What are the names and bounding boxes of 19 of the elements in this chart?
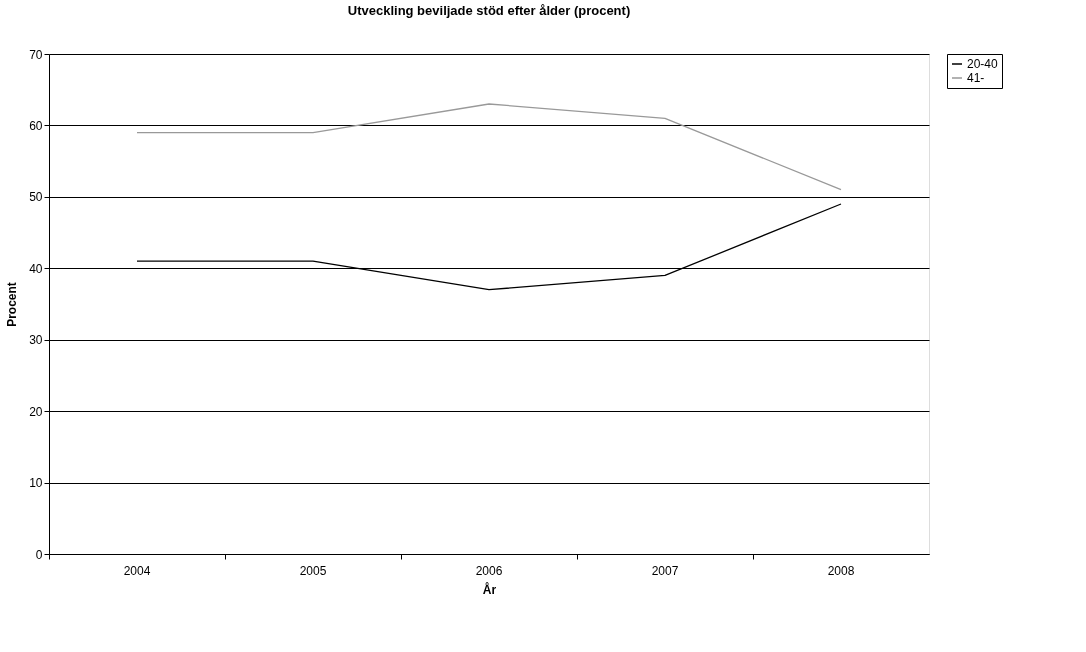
x-tick-label: 2008 xyxy=(827,563,855,578)
legend-label: 41- xyxy=(967,71,985,85)
line-series xyxy=(136,103,842,191)
y-tick-label: 70 xyxy=(29,47,43,62)
chart-title: Utveckling beviljade stöd efter ålder (procent) xyxy=(347,3,631,18)
x-tick-label: 2005 xyxy=(299,563,327,578)
y-tick-label: 30 xyxy=(29,333,43,348)
x-tick-label: 2006 xyxy=(475,563,503,578)
x-tick-label: 2007 xyxy=(651,563,679,578)
y-tick-label: 0 xyxy=(35,547,43,562)
y-tick-label: 10 xyxy=(29,476,43,491)
legend-label: 20-40 xyxy=(967,57,999,71)
y-tick-label: 50 xyxy=(29,190,43,205)
y-tick-label: 20 xyxy=(29,404,43,419)
y-axis-title: Procent xyxy=(5,282,20,327)
y-tick-label: 60 xyxy=(29,118,43,133)
y-tick-label: 40 xyxy=(29,261,43,276)
x-axis-title: År xyxy=(482,581,497,597)
x-tick-label: 2004 xyxy=(123,563,151,578)
